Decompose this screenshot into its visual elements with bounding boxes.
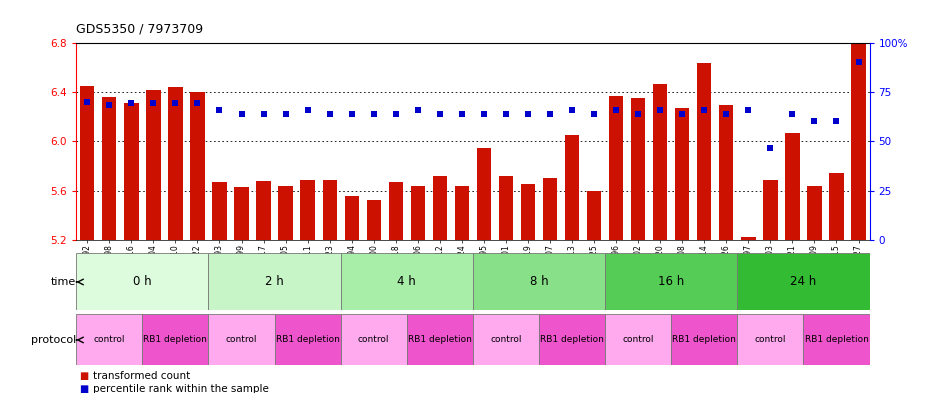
Bar	[406, 314, 472, 365]
Bar	[278, 186, 293, 240]
Bar	[587, 191, 602, 240]
Bar	[498, 176, 513, 240]
Bar	[565, 135, 579, 240]
Bar	[366, 200, 381, 240]
Bar	[764, 180, 777, 240]
Text: 24 h: 24 h	[790, 275, 817, 288]
Bar	[543, 178, 557, 240]
Bar	[76, 314, 142, 365]
Bar	[208, 314, 274, 365]
Bar	[142, 314, 208, 365]
Text: control: control	[226, 336, 258, 344]
Text: protocol: protocol	[32, 335, 76, 345]
Bar	[234, 187, 248, 240]
Bar	[719, 105, 734, 240]
Text: 4 h: 4 h	[397, 275, 416, 288]
Text: 8 h: 8 h	[530, 275, 549, 288]
Bar	[605, 253, 737, 310]
Bar	[737, 314, 804, 365]
Bar	[340, 314, 406, 365]
Bar	[698, 63, 711, 240]
Text: RB1 depletion: RB1 depletion	[275, 336, 339, 344]
Bar	[609, 96, 623, 240]
Bar	[323, 180, 337, 240]
Bar	[539, 314, 605, 365]
Text: control: control	[94, 336, 125, 344]
Bar	[851, 43, 866, 240]
Bar	[344, 196, 359, 240]
Bar	[671, 314, 737, 365]
Text: RB1 depletion: RB1 depletion	[804, 336, 869, 344]
Text: transformed count: transformed count	[93, 371, 191, 382]
Bar	[102, 97, 116, 240]
Text: control: control	[490, 336, 522, 344]
Bar	[675, 108, 689, 240]
Bar	[208, 253, 340, 310]
Text: GDS5350 / 7973709: GDS5350 / 7973709	[76, 22, 204, 35]
Bar	[146, 90, 161, 240]
Bar	[191, 92, 205, 240]
Bar	[432, 176, 447, 240]
Text: RB1 depletion: RB1 depletion	[540, 336, 604, 344]
Bar	[631, 99, 645, 240]
Bar	[521, 184, 535, 240]
Bar	[168, 87, 182, 240]
Text: ■: ■	[79, 384, 88, 393]
Bar	[477, 148, 491, 240]
Bar	[605, 314, 671, 365]
Bar	[804, 314, 870, 365]
Text: time: time	[51, 277, 76, 287]
Bar	[653, 84, 668, 240]
Bar	[830, 173, 844, 240]
Bar	[455, 186, 469, 240]
Bar	[80, 86, 95, 240]
Text: RB1 depletion: RB1 depletion	[143, 336, 207, 344]
Bar	[785, 133, 800, 240]
Bar	[807, 186, 821, 240]
Bar	[300, 180, 314, 240]
Bar	[274, 314, 340, 365]
Text: 2 h: 2 h	[265, 275, 284, 288]
Bar	[212, 182, 227, 240]
Text: 0 h: 0 h	[133, 275, 152, 288]
Text: RB1 depletion: RB1 depletion	[408, 336, 472, 344]
Text: control: control	[622, 336, 654, 344]
Text: RB1 depletion: RB1 depletion	[672, 336, 737, 344]
Bar	[125, 103, 139, 240]
Text: percentile rank within the sample: percentile rank within the sample	[93, 384, 269, 393]
Bar	[472, 253, 605, 310]
Bar	[411, 186, 425, 240]
Text: control: control	[358, 336, 390, 344]
Bar	[741, 237, 755, 240]
Bar	[472, 314, 539, 365]
Bar	[340, 253, 472, 310]
Text: 16 h: 16 h	[658, 275, 684, 288]
Text: ■: ■	[79, 371, 88, 382]
Bar	[76, 253, 208, 310]
Bar	[737, 253, 870, 310]
Text: control: control	[754, 336, 786, 344]
Bar	[389, 182, 403, 240]
Bar	[257, 181, 271, 240]
